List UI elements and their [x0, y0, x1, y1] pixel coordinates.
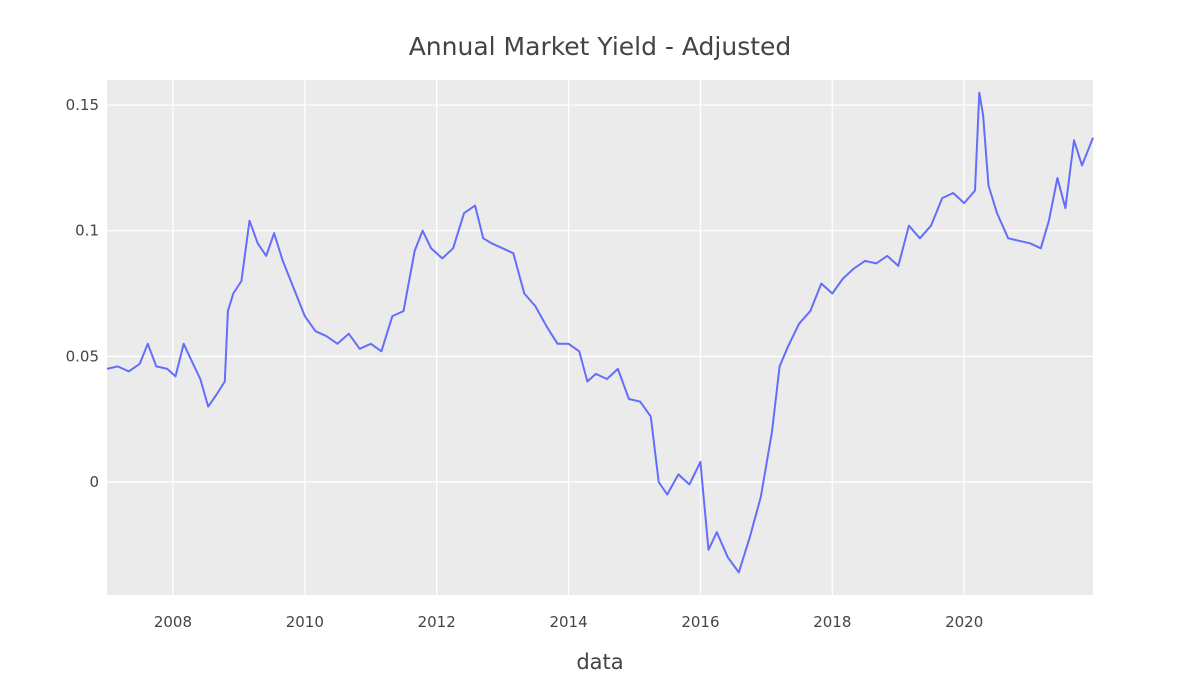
x-tick-labels: 2008 2010 2012 2014 2016 2018 2020	[154, 613, 983, 631]
y-tick-label: 0.15	[66, 96, 99, 114]
chart-title: Annual Market Yield - Adjusted	[409, 32, 792, 61]
x-tick-label: 2014	[549, 613, 587, 631]
series-line	[106, 91, 1094, 574]
x-tick-label: 2020	[945, 613, 983, 631]
plot-area	[107, 80, 1093, 595]
x-tick-label: 2008	[154, 613, 192, 631]
y-tick-label: 0.1	[75, 222, 99, 240]
x-tick-label: 2012	[418, 613, 456, 631]
x-axis-title: data	[576, 650, 623, 674]
x-gridlines	[172, 80, 965, 595]
x-tick-label: 2016	[681, 613, 719, 631]
y-tick-label: 0	[89, 473, 99, 491]
x-tick-label: 2018	[813, 613, 851, 631]
y-tick-label: 0.05	[66, 347, 99, 365]
y-gridlines	[107, 104, 1093, 483]
x-tick-label: 2010	[286, 613, 324, 631]
y-tick-labels: 0.15 0.1 0.05 0	[66, 96, 99, 491]
series-layer	[106, 91, 1094, 574]
